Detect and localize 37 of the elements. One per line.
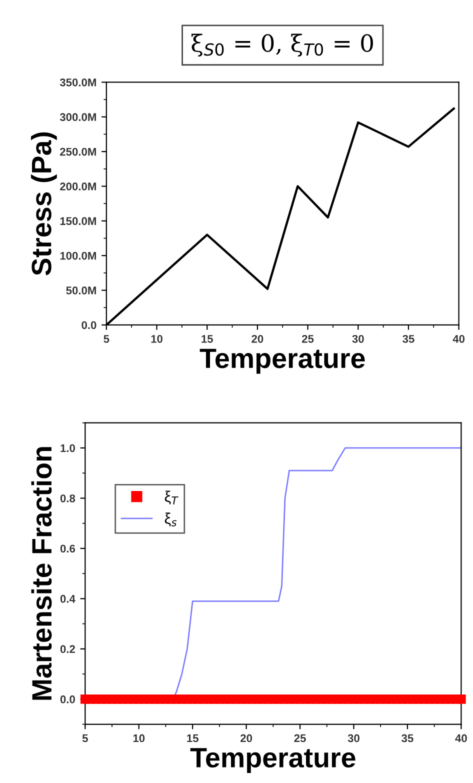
- x-axis-title: Temperature: [200, 348, 365, 374]
- y-tick-label: 0.6: [60, 544, 76, 553]
- y-tick-label: 250.0M: [60, 148, 96, 156]
- chart-title: ξ$_{S0}$ = 0, ξ$_{T0}$ = 0: [191, 34, 373, 57]
- x-tick-label: 40: [452, 334, 465, 343]
- legend-label: ξ$_{s}$: [164, 512, 177, 526]
- y-tick-label: 300.0M: [60, 113, 96, 122]
- x-axis-title: Temperature: [190, 748, 356, 774]
- x-tick-label: 40: [455, 734, 467, 742]
- x-tick-label: 10: [133, 734, 145, 742]
- y-tick-label: 50.0M: [66, 286, 96, 294]
- y-tick-label: 0.4: [60, 594, 76, 603]
- x-tick-label: 35: [402, 334, 414, 343]
- y-tick-label: 0.8: [60, 494, 76, 502]
- x-tick-label: 20: [252, 334, 264, 343]
- y-tick-label: 0.0: [60, 695, 75, 704]
- y-tick-label: 200.0M: [60, 182, 96, 190]
- y-tick-label: 0.0: [82, 321, 96, 330]
- x-tick-label: 20: [240, 734, 252, 742]
- y-tick-label: 100.0M: [60, 252, 96, 260]
- x-tick-label: 30: [352, 334, 364, 343]
- x-tick-label: 5: [104, 335, 110, 343]
- x-tick-label: 35: [402, 734, 414, 742]
- y-tick-label: 0.2: [60, 645, 75, 654]
- y-axis-title: Martensite Fraction: [31, 447, 52, 700]
- legend-label: ξ$_{T}$: [164, 490, 178, 504]
- x-tick-label: 25: [302, 334, 314, 343]
- x-tick-label: 15: [187, 734, 198, 742]
- x-tick-label: 10: [151, 334, 162, 343]
- x-tick-label: 5: [82, 734, 88, 742]
- y-tick-label: 150.0M: [60, 217, 96, 226]
- x-tick-label: 25: [294, 734, 306, 742]
- y-tick-label: 350.0M: [60, 78, 96, 86]
- y-axis-title: Stress (Pa): [30, 132, 57, 276]
- y-tick-label: 1.0: [60, 444, 75, 452]
- x-tick-label: 30: [348, 734, 360, 742]
- x-tick-label: 15: [202, 335, 213, 343]
